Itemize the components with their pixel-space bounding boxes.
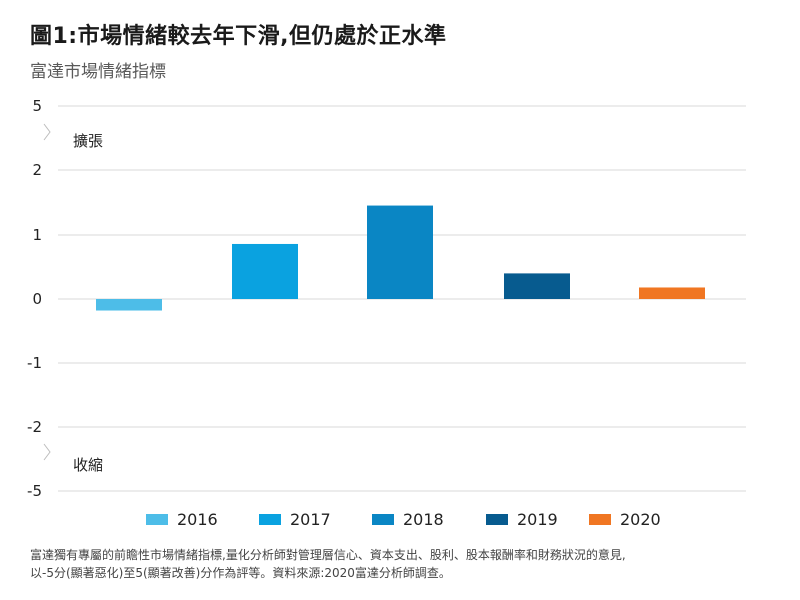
chart-subtitle: 富達市場情緒指標 bbox=[30, 62, 166, 82]
footnote-line-2: 以-5分(顯著惡化)至5(顯著改善)分作為評等。資料來源:2020富達分析師調查… bbox=[30, 566, 451, 580]
legend-label: 2018 bbox=[403, 510, 444, 529]
legend-swatch-2020 bbox=[589, 514, 611, 525]
y-tick-label: 1 bbox=[32, 226, 42, 244]
annotation-expansion: 擴張 bbox=[73, 132, 103, 150]
bar-2019 bbox=[504, 273, 570, 299]
legend-label: 2017 bbox=[290, 510, 331, 529]
axis-break-bottom bbox=[43, 443, 51, 461]
legend-label: 2020 bbox=[620, 510, 661, 529]
legend-label: 2016 bbox=[177, 510, 218, 529]
footnote-line-1: 富達獨有專屬的前瞻性市場情緒指標,量化分析師對管理層信心、資本支出、股利、股本報… bbox=[30, 548, 626, 562]
footnote: 富達獨有專屬的前瞻性市場情緒指標,量化分析師對管理層信心、資本支出、股利、股本報… bbox=[30, 546, 770, 582]
bar-2017 bbox=[232, 243, 298, 299]
annotation-contraction: 收縮 bbox=[73, 456, 103, 474]
legend-swatch-2017 bbox=[259, 514, 281, 525]
legend-swatch-2016 bbox=[146, 514, 168, 525]
bar-2016 bbox=[96, 299, 162, 311]
legend-swatch-2019 bbox=[486, 514, 508, 525]
bar-2020 bbox=[639, 287, 705, 299]
y-tick-label: 0 bbox=[32, 290, 42, 308]
axis-break-top bbox=[43, 123, 51, 141]
y-tick-label: -5 bbox=[27, 482, 42, 500]
bar-2018 bbox=[367, 205, 433, 299]
y-tick-label: -1 bbox=[27, 354, 42, 372]
legend-swatch-2018 bbox=[372, 514, 394, 525]
chart-title: 圖1:市場情緒較去年下滑,但仍處於正水準 bbox=[30, 24, 447, 49]
legend-label: 2019 bbox=[517, 510, 558, 529]
y-tick-label: 2 bbox=[32, 161, 42, 179]
y-tick-label: 5 bbox=[32, 97, 42, 115]
y-tick-label: -2 bbox=[27, 418, 42, 436]
